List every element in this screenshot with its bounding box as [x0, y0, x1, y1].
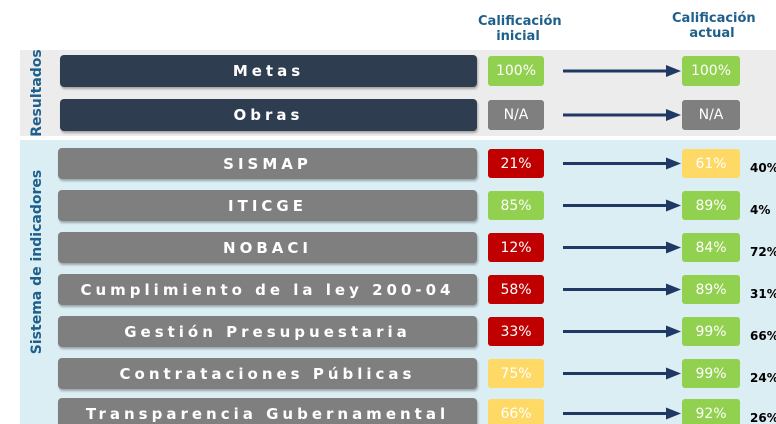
- current-score: 92%: [682, 399, 740, 424]
- initial-score: 33%: [488, 317, 544, 346]
- arrow-head: [666, 325, 681, 338]
- current-score: 99%: [682, 317, 740, 346]
- row-name: Gestión Presupuestaria: [58, 316, 477, 347]
- initial-score: 12%: [488, 233, 544, 262]
- change: 31%: [750, 286, 776, 301]
- row-name: Obras: [60, 99, 477, 131]
- change: 72%: [750, 244, 776, 259]
- arrow-head: [666, 407, 681, 420]
- arrow-head: [666, 367, 681, 380]
- arrow-head: [666, 65, 681, 77]
- section-label: Resultados: [29, 49, 45, 137]
- row-name: ITICGE: [58, 190, 477, 221]
- row-name: Transparencia Gubernamental: [58, 398, 477, 424]
- initial-score: 66%: [488, 399, 544, 424]
- initial-score: 75%: [488, 359, 544, 388]
- current-score: 84%: [682, 233, 740, 262]
- header-current: Calificación actual: [672, 11, 756, 41]
- current-score: 100%: [682, 56, 740, 86]
- row-name: NOBACI: [58, 232, 477, 263]
- row-name: Cumplimiento de la ley 200-04: [58, 274, 477, 305]
- arrow-head: [666, 157, 681, 170]
- current-score: 61%: [682, 149, 740, 178]
- initial-score: 100%: [488, 56, 544, 86]
- current-score: 89%: [682, 191, 740, 220]
- current-score: N/A: [682, 100, 740, 130]
- arrow-head: [666, 283, 681, 296]
- change: 40%: [750, 160, 776, 175]
- current-score: 89%: [682, 275, 740, 304]
- arrow-head: [666, 241, 681, 254]
- change: 4%: [750, 202, 771, 217]
- change: 66%: [750, 328, 776, 343]
- row-name: SISMAP: [58, 148, 477, 179]
- header-initial: Calificación inicial: [478, 14, 562, 44]
- change: 26%: [750, 410, 776, 424]
- initial-score: N/A: [488, 100, 544, 130]
- initial-score: 58%: [488, 275, 544, 304]
- section-label: Sistema de indicadores: [29, 169, 45, 355]
- current-score: 99%: [682, 359, 740, 388]
- initial-score: 21%: [488, 149, 544, 178]
- row-name: Contrataciones Públicas: [58, 358, 477, 389]
- row-name: Metas: [60, 55, 477, 87]
- arrow-head: [666, 199, 681, 212]
- arrow-head: [666, 109, 681, 121]
- change: 24%: [750, 370, 776, 385]
- initial-score: 85%: [488, 191, 544, 220]
